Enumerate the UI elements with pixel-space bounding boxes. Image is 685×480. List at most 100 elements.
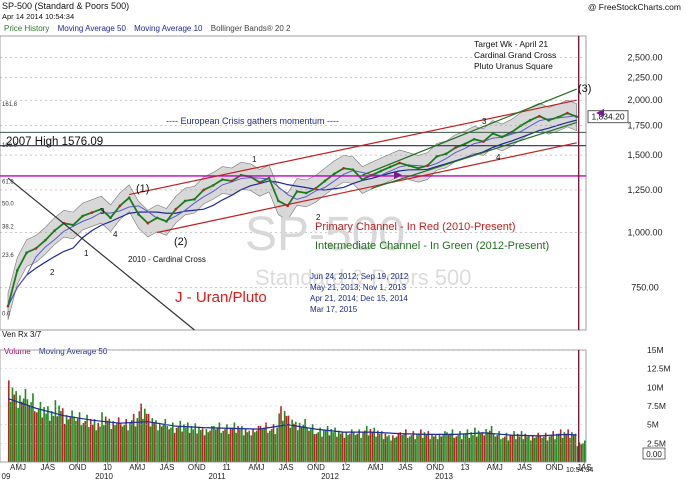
- price-line: [7, 112, 578, 307]
- volume-bar: [88, 427, 90, 462]
- volume-bar: [541, 437, 543, 462]
- volume-bar: [552, 431, 554, 462]
- volume-bar: [330, 429, 333, 462]
- volume-bar: [91, 424, 94, 462]
- volume-bar: [488, 430, 491, 462]
- volume-bar: [354, 435, 357, 462]
- axes: 750.00 1,000.00 1,250.00 1,500.00 1,750.00 2,…: [0, 35, 671, 480]
- price-point: [165, 220, 168, 223]
- price-point: [193, 198, 196, 201]
- volume-bar: [350, 429, 353, 462]
- volume-bar: [580, 444, 582, 462]
- price-point: [388, 165, 392, 169]
- volume-bar: [117, 417, 120, 462]
- legend-ma10[interactable]: Moving Average 10: [134, 24, 203, 33]
- volume-bar: [365, 425, 368, 462]
- volume-bar: [550, 435, 553, 462]
- price-point: [360, 178, 364, 181]
- volume-bar: [483, 435, 486, 462]
- volume-bar: [505, 432, 508, 462]
- volume-bar: [63, 423, 66, 462]
- legend-volume[interactable]: Volume: [4, 347, 31, 356]
- volume-bar: [334, 427, 336, 462]
- volume-bar: [544, 432, 547, 462]
- volume-y-tick-label: 2.5M: [647, 438, 666, 448]
- volume-bar: [571, 432, 573, 462]
- arrow-marker-right: [596, 109, 604, 117]
- price-y-tick-label: 2,250.00: [627, 73, 662, 83]
- volume-bar: [287, 415, 290, 462]
- volume-bar: [54, 400, 57, 462]
- volume-bar: [349, 433, 351, 462]
- price-point: [547, 119, 551, 122]
- volume-bar: [280, 406, 282, 462]
- volume-bar: [460, 439, 463, 462]
- legend-bollinger[interactable]: Bollinger Bands® 20 2: [210, 24, 291, 33]
- legend-ma50[interactable]: Moving Average 50: [57, 24, 126, 33]
- volume-bar: [455, 436, 458, 462]
- volume-bar: [533, 437, 536, 462]
- volume-bar: [347, 435, 349, 462]
- volume-bar: [475, 436, 478, 462]
- volume-bar: [32, 393, 34, 462]
- volume-bar: [324, 430, 327, 462]
- price-point: [277, 199, 280, 203]
- price-y-tick-label: 1,500.00: [627, 150, 662, 160]
- volume-bar: [110, 428, 113, 462]
- wave-label: 4: [496, 153, 501, 162]
- volume-bar: [556, 433, 558, 462]
- volume-bar: [453, 437, 456, 462]
- volume-bar: [449, 433, 452, 462]
- fib-label: 50.0: [2, 201, 14, 207]
- price-point: [53, 229, 56, 232]
- volume-bar: [106, 420, 109, 462]
- volume-bar: [203, 435, 206, 462]
- volume-bar: [84, 420, 87, 462]
- volume-bar: [373, 427, 376, 462]
- volume-bar: [35, 412, 38, 462]
- volume-bar: [470, 432, 472, 462]
- volume-bar: [218, 422, 221, 462]
- price-point: [416, 166, 420, 170]
- volume-bar: [220, 432, 223, 462]
- volume-bar: [546, 440, 549, 462]
- volume-bar: [145, 413, 148, 462]
- volume-bar: [160, 426, 163, 462]
- price-point: [230, 179, 234, 183]
- volume-bar: [297, 430, 299, 462]
- volume-bar: [134, 426, 137, 462]
- legend-volume-ma50[interactable]: Moving Average 50: [38, 347, 108, 356]
- price-point: [566, 111, 569, 115]
- wave-label: (3): [578, 83, 591, 95]
- volume-bar: [162, 424, 165, 462]
- price-point: [332, 172, 336, 176]
- volume-bar: [520, 431, 523, 462]
- volume-current-box: [642, 447, 666, 460]
- volume-bar: [183, 424, 185, 462]
- volume-bar: [26, 399, 29, 462]
- volume-bar: [576, 446, 579, 462]
- volume-bar: [502, 437, 504, 462]
- volume-bar: [401, 435, 403, 462]
- volume-bar: [157, 430, 159, 462]
- volume-bar: [487, 432, 489, 462]
- volume-bar: [121, 426, 124, 462]
- target-note-line: Pluto Uranus Square: [474, 61, 553, 71]
- legend-price-history[interactable]: Price History: [4, 24, 50, 33]
- volume-bar: [503, 436, 506, 462]
- volume-bar: [153, 422, 155, 462]
- price-point: [482, 140, 485, 143]
- price-point: [528, 119, 532, 122]
- volume-bar: [352, 432, 355, 462]
- volume-bar: [412, 431, 415, 462]
- x-tick-label: 10: [103, 463, 112, 472]
- volume-bar: [19, 395, 21, 462]
- price-point: [202, 188, 206, 192]
- price-point: [146, 221, 150, 225]
- volume-bar: [302, 424, 305, 462]
- volume-bar: [272, 424, 275, 462]
- volume-bar: [317, 432, 320, 462]
- volume-bar: [265, 422, 267, 462]
- volume-bar: [28, 405, 31, 462]
- last-value-label: 1,834.20: [591, 112, 624, 122]
